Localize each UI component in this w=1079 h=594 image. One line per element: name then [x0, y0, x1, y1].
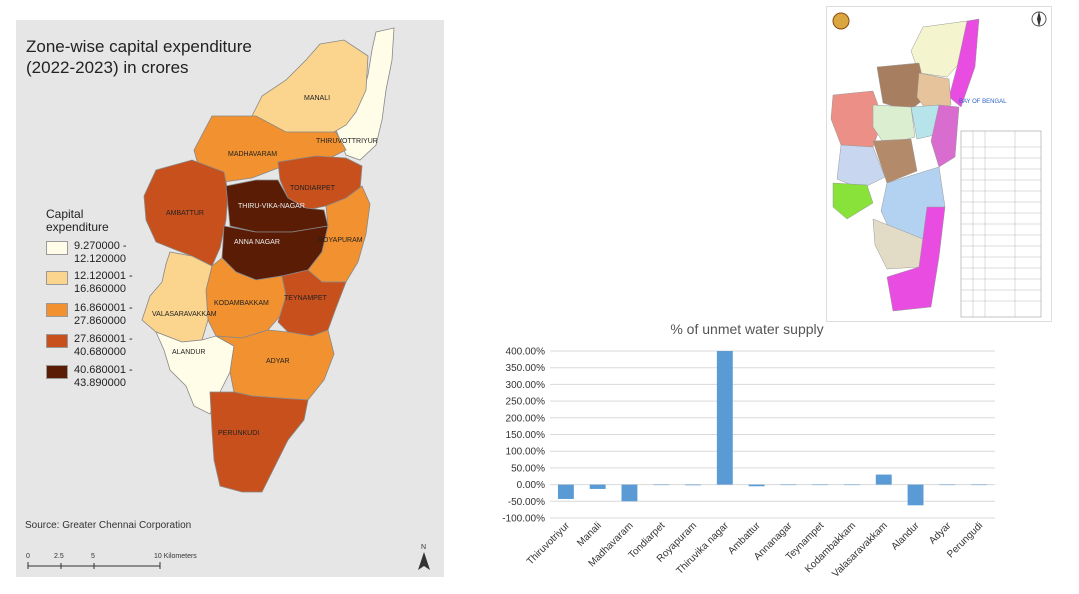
y-tick-label: 350.00%	[506, 363, 546, 374]
bar	[875, 474, 892, 485]
emblem-icon	[832, 12, 850, 30]
y-tick-label: 150.00%	[506, 430, 546, 441]
bar	[844, 484, 860, 486]
zone-label-kodambakkam: KODAMBAKKAM	[214, 300, 269, 307]
zone-label-ambattur: AMBATTUR	[166, 210, 204, 217]
zone-label-alandur: ALANDUR	[172, 349, 205, 356]
bar	[557, 484, 574, 499]
scale-tick: 2.5	[54, 553, 64, 560]
bar	[780, 484, 797, 486]
x-axis-ticks: Thiruvotriyur ManaliMadhavaramTondiarpetR…	[525, 520, 985, 580]
bar	[589, 484, 606, 489]
source-note: Source: Greater Chennai Corporation	[25, 520, 192, 531]
chart-bars	[557, 351, 988, 506]
legend-swatch	[46, 365, 68, 379]
bar	[621, 484, 638, 502]
scale-tick: 0	[26, 553, 30, 560]
legend-title: Capital expenditure	[46, 207, 109, 234]
zone-label-tondiarpet: TONDIARPET	[290, 185, 336, 192]
zone-info-table	[960, 130, 1042, 318]
zone-label-anna-nagar: ANNA NAGAR	[234, 239, 280, 246]
legend-item: 40.680001 - 43.890000	[46, 364, 154, 390]
legend-item: 9.270000 - 12.120000	[46, 240, 154, 266]
compass-icon	[1031, 11, 1047, 27]
zone-label-perunkudi: PERUNKUDI	[218, 430, 259, 437]
y-tick-label: 0.00%	[517, 480, 545, 491]
bar	[653, 484, 670, 486]
legend-item: 12.120001 - 16.860000	[46, 270, 154, 296]
bar	[685, 484, 701, 486]
y-tick-label: 250.00%	[506, 397, 546, 408]
zone-perunkudi	[209, 391, 309, 493]
zone-label-teynampet: TEYNAMPET	[284, 295, 328, 302]
bay-of-bengal-label: BAY OF BENGAL	[959, 99, 1007, 105]
x-tick-label: Manali	[575, 520, 604, 549]
bar	[716, 351, 733, 485]
capex-map-panel: MANALI THIRUVOTTRIYUR MADHAVARAM TONDIAR…	[16, 20, 444, 577]
zone-choropleth-map: MANALI THIRUVOTTRIYUR MADHAVARAM TONDIAR…	[141, 27, 395, 493]
legend-label: 9.270000 - 12.120000	[74, 240, 127, 265]
legend-item: 27.860001 - 40.680000	[46, 333, 154, 359]
zone-label-madhavaram: MADHAVARAM	[228, 151, 277, 158]
legend-label: 16.860001 - 27.860000	[74, 302, 133, 327]
scale-tick: 5	[91, 553, 95, 560]
bar	[907, 484, 924, 506]
y-tick-label: 50.00%	[511, 463, 545, 474]
zone-royapuram	[307, 185, 371, 283]
zone-label-thiruvottriyur: THIRUVOTTRIYUR	[316, 138, 378, 145]
zone-label-adyar: ADYAR	[266, 358, 290, 365]
y-tick-label: 200.00%	[506, 413, 546, 424]
legend-label: 27.860001 - 40.680000	[74, 333, 133, 358]
legend-swatch	[46, 334, 68, 348]
bar	[971, 484, 988, 486]
x-tick-label: Adyar	[927, 520, 954, 547]
zone-label-valasaravakkam: VALASARAVAKKAM	[152, 311, 217, 318]
y-tick-label: 400.00%	[506, 347, 546, 358]
x-tick-label: Thiruvotriyur	[525, 520, 573, 568]
scale-tick: 10 Kilometers	[154, 553, 197, 560]
bar	[812, 484, 829, 486]
chart-title: % of unmet water supply	[670, 321, 823, 337]
chennai-zone-reference-map: BAY OF BENGAL	[826, 6, 1052, 322]
legend-swatch	[46, 241, 68, 255]
north-label: N	[421, 544, 426, 551]
zone-label-manali: MANALI	[304, 95, 330, 102]
bar	[748, 484, 765, 487]
legend-label: 40.680001 - 43.890000	[74, 364, 133, 389]
x-tick-label: Alandur	[890, 520, 923, 553]
bar	[939, 484, 956, 486]
reference-map-svg: BAY OF BENGAL	[830, 11, 1047, 318]
y-tick-label: -100.00%	[502, 514, 545, 525]
north-arrow-icon: N	[418, 544, 430, 570]
unmet-water-supply-chart: % of unmet water supply 400.00% 350.00% 30…	[502, 321, 995, 580]
legend-swatch	[46, 303, 68, 317]
legend-swatch	[46, 271, 68, 285]
y-tick-label: 100.00%	[506, 447, 546, 458]
zone-label-royapuram: ROYAPURAM	[318, 237, 363, 244]
zone-adyar	[215, 329, 335, 401]
scale-bar: 0 2.5 5 10 Kilometers	[26, 553, 197, 569]
legend-item: 16.860001 - 27.860000	[46, 302, 154, 328]
y-tick-label: 300.00%	[506, 380, 546, 391]
zone-label-thiru-vika-nagar: THIRU-VIKA-NAGAR	[238, 203, 305, 210]
x-tick-label: Valasaravakkam	[830, 520, 890, 580]
y-axis-ticks: 400.00% 350.00% 300.00% 250.00% 200.00% 150.0…	[502, 347, 545, 525]
chart-grid	[550, 350, 995, 519]
map-title: Zone-wise capital expenditure (2022-2023…	[26, 37, 252, 77]
y-tick-label: -50.00%	[508, 497, 545, 508]
legend-label: 12.120001 - 16.860000	[74, 270, 133, 295]
